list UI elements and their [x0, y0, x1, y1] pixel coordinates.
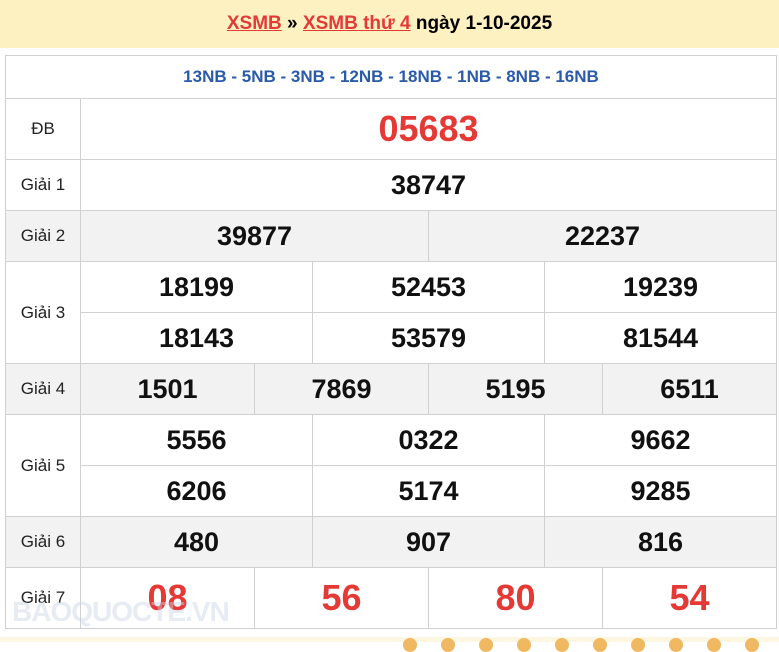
page-header: XSMB » XSMB thứ 4 ngày 1-10-2025 [0, 0, 779, 48]
prize-number: 9662 [544, 414, 777, 466]
breadcrumb-separator: » [287, 13, 298, 34]
prize-number: 5195 [428, 363, 603, 415]
loading-dot-icon [745, 638, 759, 652]
prize-number: 9285 [544, 465, 777, 517]
special-codes: 13NB - 5NB - 3NB - 12NB - 18NB - 1NB - 8… [5, 55, 777, 99]
loading-dot-icon [631, 638, 645, 652]
prize-number: 816 [544, 516, 777, 568]
loading-dot-icon [555, 638, 569, 652]
prize-number: 18143 [80, 312, 313, 364]
xsmb-thu4-link[interactable]: XSMB thứ 4 [302, 13, 411, 34]
prize-number: 52453 [312, 261, 545, 313]
prize-label-g7: Giải 7 [5, 567, 81, 629]
loading-dot-icon [593, 638, 607, 652]
prize-number: 38747 [80, 159, 777, 211]
prize-number: 56 [254, 567, 429, 629]
loading-dot-icon [479, 638, 493, 652]
prize-number: 81544 [544, 312, 777, 364]
prize-number: 0322 [312, 414, 545, 466]
prize-label-g5: Giải 5 [5, 414, 81, 517]
prize-number: 7869 [254, 363, 429, 415]
xsmb-link[interactable]: XSMB [226, 13, 282, 34]
prize-label-g6: Giải 6 [5, 516, 81, 568]
prize-number: 08 [80, 567, 255, 629]
prize-number: 480 [80, 516, 313, 568]
prize-number: 6206 [80, 465, 313, 517]
prize-label-g4: Giải 4 [5, 363, 81, 415]
prize-number: 53579 [312, 312, 545, 364]
prize-number: 1501 [80, 363, 255, 415]
footer-strip [0, 637, 779, 642]
prize-number: 22237 [428, 210, 777, 262]
prize-number: 19239 [544, 261, 777, 313]
prize-number: 39877 [80, 210, 429, 262]
prize-label-g3: Giải 3 [5, 261, 81, 364]
loading-dot-icon [669, 638, 683, 652]
prize-label-g1: Giải 1 [5, 159, 81, 211]
prize-number: 54 [602, 567, 777, 629]
prize-number: 05683 [80, 98, 777, 160]
prize-label-g2: Giải 2 [5, 210, 81, 262]
prize-label-db: ĐB [5, 98, 81, 160]
loading-dot-icon [707, 638, 721, 652]
prize-number: 18199 [80, 261, 313, 313]
prize-number: 80 [428, 567, 603, 629]
draw-date: ngày 1-10-2025 [415, 13, 553, 34]
results-table: 13NB - 5NB - 3NB - 12NB - 18NB - 1NB - 8… [5, 55, 777, 629]
loading-dot-icon [441, 638, 455, 652]
prize-number: 6511 [602, 363, 777, 415]
loading-dot-icon [403, 638, 417, 652]
prize-number: 5556 [80, 414, 313, 466]
prize-number: 5174 [312, 465, 545, 517]
prize-number: 907 [312, 516, 545, 568]
loading-dot-icon [517, 638, 531, 652]
